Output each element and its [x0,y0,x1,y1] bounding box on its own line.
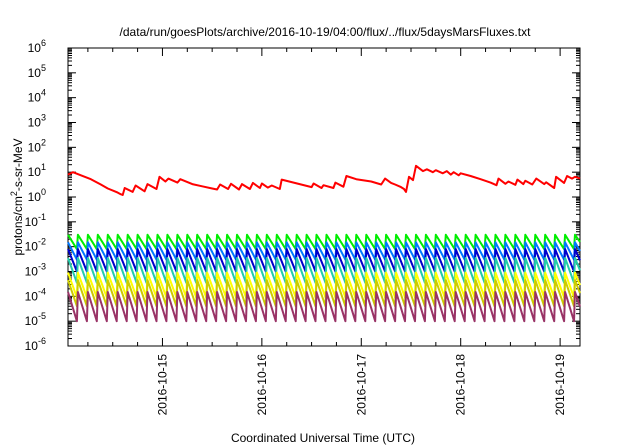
y-tick-label: 10-2 [25,237,46,254]
y-tick-exponent: 0 [41,187,46,197]
y-tick-label: 10-5 [25,311,46,328]
x-tick-label: 2016-10-18 [454,354,468,416]
y-tick-exponent: 4 [41,88,46,98]
y-tick-exponent: -5 [38,311,46,321]
y-tick-label: 10-1 [25,212,46,229]
y-tick-exponent: -3 [38,262,46,272]
y-tick-label: 106 [28,38,46,55]
x-tick-label: 2016-10-19 [553,354,567,416]
y-tick-label: 102 [28,137,46,154]
y-tick-exponent: -1 [38,212,46,222]
chart-title: /data/run/goesPlots/archive/2016-10-19/0… [120,25,532,39]
y-tick-label: 10-3 [25,262,46,279]
y-tick-exponent: 6 [41,38,46,48]
x-tick-label: 2016-10-16 [255,354,269,416]
x-axis-label: Coordinated Universal Time (UTC) [231,431,415,445]
y-tick-exponent: 5 [41,63,46,73]
series-line-4 [67,248,581,273]
y-tick-label: 103 [28,113,46,130]
y-tick-exponent: 1 [41,162,46,172]
y-tick-exponent: 2 [41,137,46,147]
y-tick-label: 10-4 [25,286,46,303]
x-axis-ticks: 2016-10-15 2016-10-16 2016-10-17 2016-10-18… [87,48,567,416]
y-tick-label: 10-6 [25,336,46,353]
y-tick-exponent: -4 [38,286,46,296]
y-tick-exponent: -2 [38,237,46,247]
y-tick-label: 100 [28,187,46,204]
x-tick-label: 2016-10-17 [354,354,368,416]
y-axis-label: protons/cm2-s-sr-MeV [9,138,25,255]
y-tick-label: 101 [28,162,46,179]
y-tick-exponent: 3 [41,113,46,123]
series-lines [67,164,581,323]
series-line-8 [67,291,581,323]
series-line-2 [67,233,581,251]
y-tick-label: 104 [28,88,46,105]
series-line-1 [67,164,581,196]
y-tick-exponent: -6 [38,336,46,346]
x-tick-label: 2016-10-15 [155,354,169,416]
y-tick-label: 105 [28,63,46,80]
